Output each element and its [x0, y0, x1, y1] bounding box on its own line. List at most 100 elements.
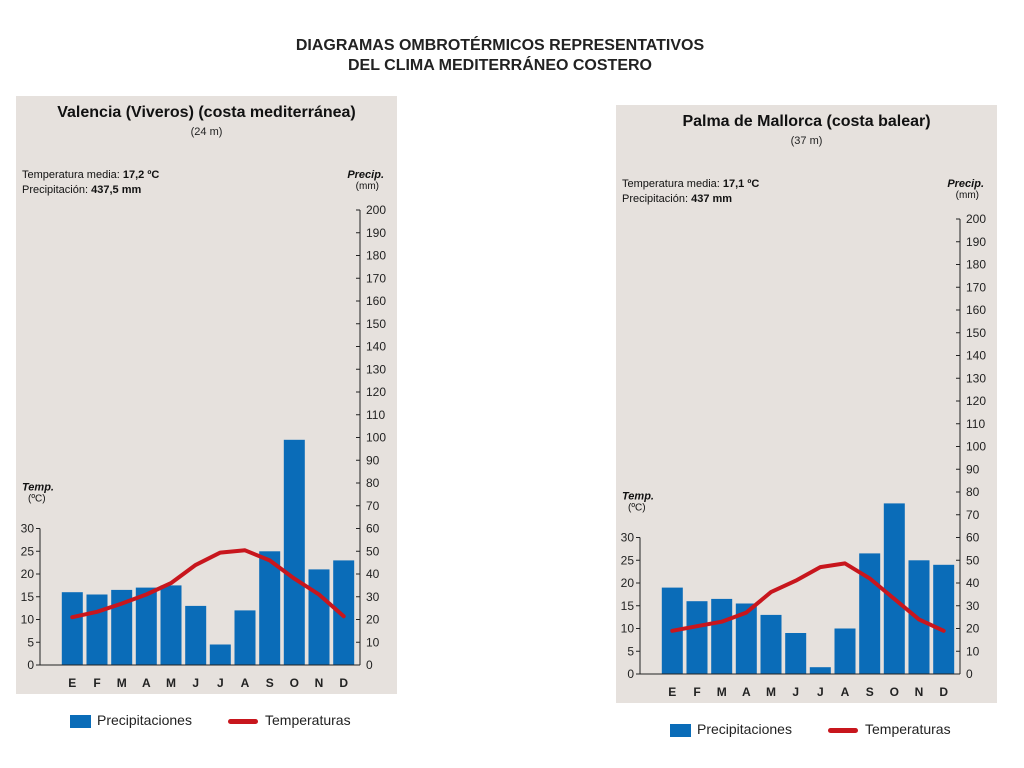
left-axis-tick-label: 5: [627, 644, 634, 658]
precip-bar: [61, 592, 83, 665]
right-axis-tick-label: 80: [966, 485, 980, 499]
right-axis-tick-label: 130: [966, 371, 986, 385]
right-axis-tick-label: 130: [366, 362, 386, 376]
left-axis-tick-label: 25: [21, 544, 35, 558]
stats-temp-label: Temperatura media:: [22, 169, 120, 181]
left-axis-tick-label: 25: [621, 553, 635, 567]
left-axis-label: Temp.: [622, 491, 654, 503]
x-axis-tick-label: N: [915, 685, 924, 699]
precip-bar: [785, 633, 807, 674]
chart-legend-valencia: Precipitaciones Temperaturas: [70, 712, 390, 732]
x-axis-tick-label: J: [817, 685, 824, 699]
right-axis-tick-label: 40: [966, 576, 980, 590]
precip-bar: [834, 628, 856, 674]
chart-legend-palma: Precipitaciones Temperaturas: [670, 721, 990, 741]
precip-bar: [933, 564, 955, 674]
stats-temperature: Temperatura media: 17,1 ºC: [622, 177, 759, 192]
chart-subtitle: (24 m): [190, 126, 223, 138]
right-axis-tick-label: 180: [366, 249, 386, 263]
legend-temp-swatch: [228, 719, 258, 724]
temperature-line: [70, 548, 346, 620]
precip-bar: [760, 614, 782, 674]
chart-title: Valencia (Viveros) (costa mediterránea): [57, 104, 356, 121]
right-axis-tick-label: 200: [966, 212, 986, 226]
stats-precip-label: Precipitación:: [622, 193, 689, 205]
right-axis-tick-label: 30: [366, 590, 380, 604]
left-axis-tick-label: 10: [621, 622, 635, 636]
precip-bar: [883, 503, 905, 674]
x-axis-tick-label: O: [890, 685, 899, 699]
x-axis-tick-label: D: [339, 676, 348, 690]
chart-subtitle: (37 m): [790, 135, 823, 147]
right-axis-tick-label: 190: [966, 235, 986, 249]
stats-temp-value: 17,2 ºC: [122, 169, 160, 181]
right-axis-tick-label: 60: [966, 531, 980, 545]
left-axis-tick-label: 5: [27, 635, 34, 649]
legend-precip-label: Precipitaciones: [697, 721, 792, 737]
right-axis-tick-label: 100: [966, 440, 986, 454]
right-axis-tick-label: 50: [966, 553, 980, 567]
stats-temperature: Temperatura media: 17,2 ºC: [22, 168, 159, 183]
x-axis-tick-label: O: [290, 676, 299, 690]
right-axis-tick-label: 120: [366, 385, 386, 399]
right-axis-tick-label: 10: [966, 644, 980, 658]
left-axis-unit: (ºC): [628, 503, 646, 514]
right-axis-tick-label: 80: [366, 476, 380, 490]
left-axis-tick-label: 0: [627, 667, 634, 681]
x-axis-tick-label: E: [668, 685, 676, 699]
right-axis-label: Precip.: [947, 178, 984, 190]
stats-temp-label: Temperatura media:: [622, 178, 720, 190]
right-axis-tick-label: 190: [366, 226, 386, 240]
precip-bar: [686, 601, 708, 674]
x-axis-tick-label: A: [142, 676, 151, 690]
right-axis-tick-label: 150: [966, 326, 986, 340]
left-axis-tick-label: 0: [27, 658, 34, 672]
x-axis-tick-label: J: [192, 676, 199, 690]
x-axis-tick-label: J: [217, 676, 224, 690]
x-axis-tick-label: E: [68, 676, 76, 690]
right-axis-tick-label: 180: [966, 258, 986, 272]
x-axis-tick-label: A: [841, 685, 850, 699]
precip-bar: [234, 610, 256, 665]
precip-bar: [333, 560, 355, 665]
chart-title: Palma de Mallorca (costa balear): [682, 113, 931, 130]
temperature-line: [670, 561, 946, 633]
left-axis-tick-label: 15: [21, 590, 35, 604]
x-axis-tick-label: S: [266, 676, 274, 690]
x-axis-tick-label: F: [93, 676, 100, 690]
right-axis-tick-label: 10: [366, 635, 380, 649]
stats-temp-value: 17,1 ºC: [722, 178, 760, 190]
right-axis-tick-label: 170: [366, 271, 386, 285]
legend-temp-swatch: [828, 728, 858, 733]
left-axis-unit: (ºC): [28, 494, 46, 505]
left-axis-tick-label: 20: [621, 576, 635, 590]
x-axis-tick-label: M: [717, 685, 727, 699]
right-axis-tick-label: 110: [966, 417, 985, 431]
precip-bar: [809, 667, 831, 674]
x-axis-tick-label: N: [315, 676, 324, 690]
right-axis-tick-label: 70: [966, 508, 980, 522]
precip-bar: [185, 605, 207, 665]
x-axis-tick-label: M: [766, 685, 776, 699]
left-axis-tick-label: 30: [21, 522, 35, 536]
precip-bar: [135, 587, 157, 665]
legend-precip-swatch: [670, 724, 691, 737]
right-axis-tick-label: 70: [366, 499, 380, 513]
precip-bar: [160, 585, 182, 665]
page-title-line-1: DIAGRAMAS OMBROTÉRMICOS REPRESENTATIVOS: [295, 37, 705, 54]
right-axis-tick-label: 110: [366, 408, 385, 422]
right-axis-tick-label: 140: [366, 340, 386, 354]
stats-precip-value: 437 mm: [691, 193, 733, 205]
x-axis-tick-label: D: [939, 685, 948, 699]
page-title-line-2: DEL CLIMA MEDITERRÁNEO COSTERO: [347, 57, 652, 74]
precip-bar: [209, 644, 231, 665]
precip-bar: [735, 603, 757, 674]
x-axis-tick-label: A: [241, 676, 250, 690]
precip-bar: [259, 551, 281, 666]
legend-temp-label: Temperaturas: [865, 721, 951, 737]
right-axis-tick-label: 140: [966, 349, 986, 363]
chart-panel-valencia: Valencia (Viveros) (costa mediterránea) …: [16, 96, 397, 694]
x-axis-tick-label: J: [792, 685, 799, 699]
precip-bar: [711, 598, 733, 674]
stats-precipitation: Precipitación: 437,5 mm: [22, 183, 159, 198]
